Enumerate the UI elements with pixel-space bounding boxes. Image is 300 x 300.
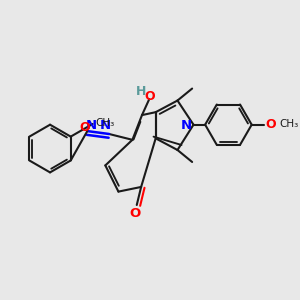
Text: H: H: [136, 85, 146, 98]
Text: O: O: [79, 121, 90, 134]
Text: CH₃: CH₃: [95, 118, 114, 128]
Text: N: N: [85, 119, 97, 132]
Text: CH₃: CH₃: [279, 119, 298, 129]
Text: N: N: [100, 119, 111, 132]
Text: N: N: [181, 119, 192, 132]
Text: O: O: [130, 207, 141, 220]
Text: O: O: [145, 90, 155, 103]
Text: O: O: [266, 118, 276, 131]
